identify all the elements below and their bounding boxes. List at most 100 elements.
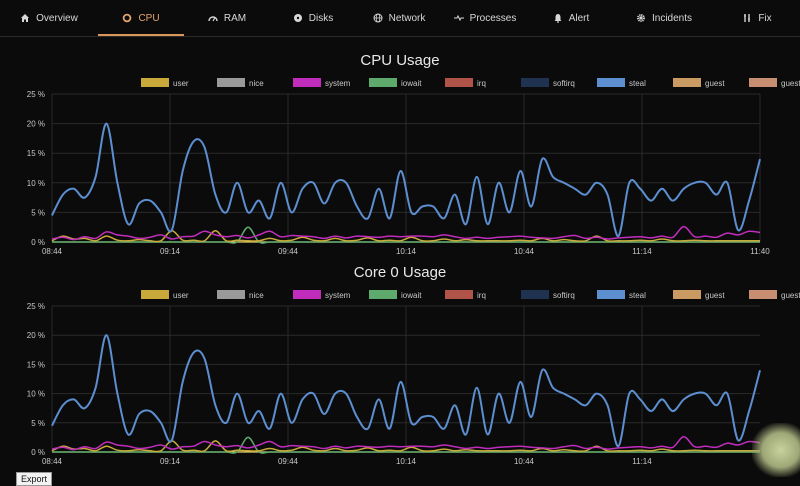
- core0-chart-legend-system: system: [293, 290, 351, 300]
- cpu-chart-legend-label-irq: irq: [477, 79, 486, 88]
- core0-chart-legend-steal: steal: [597, 290, 646, 300]
- cpu-chart-legend-swatch-guestnice: [749, 78, 777, 87]
- cpu-chart-y-tick-0: 0 %: [31, 238, 45, 247]
- cpu-chart-legend-swatch-steal: [597, 78, 625, 87]
- cpu-usage-chart: CPU Usage user nice system iowait irq softirq s…: [0, 44, 800, 262]
- cpu-chart-series-steal: [51, 122, 761, 238]
- core0-chart-x-tick-0: 08:44: [42, 457, 63, 466]
- cpu-chart-legend-label-guest: guest: [705, 79, 725, 88]
- core0-chart-legend-swatch-iowait: [369, 290, 397, 299]
- core0-chart-y-tick-3: 15 %: [27, 360, 45, 369]
- cpu-chart-x-tick-6: 11:40: [750, 247, 770, 256]
- tab-overview[interactable]: Overview: [0, 0, 98, 36]
- tools-icon: [742, 13, 752, 23]
- core0-chart-legend-label-softirq: softirq: [553, 291, 575, 300]
- tab-fix-label: Fix: [758, 12, 772, 24]
- core0-chart-y-tick-2: 10 %: [27, 390, 45, 399]
- cpu-chart-x-tick-1: 09:14: [160, 247, 181, 256]
- core0-chart-legend-label-system: system: [325, 291, 351, 300]
- core0-chart-legend-swatch-irq: [445, 290, 473, 299]
- cpu-chart-x-tick-0: 08:44: [42, 247, 63, 256]
- core0-chart-x-tick-2: 09:44: [278, 457, 299, 466]
- cpu-chart-legend-label-system: system: [325, 79, 351, 88]
- core0-chart-legend-label-irq: irq: [477, 291, 486, 300]
- tab-overview-label: Overview: [36, 12, 78, 24]
- cpu-chart-legend-swatch-system: [293, 78, 321, 87]
- core0-chart-legend-label-steal: steal: [629, 291, 646, 300]
- tab-fix[interactable]: Fix: [714, 0, 800, 36]
- core0-chart-x-tick-1: 09:14: [160, 457, 181, 466]
- core0-chart-series-system: [51, 436, 761, 451]
- core0-chart-legend-swatch-guest: [673, 290, 701, 299]
- core0-chart-legend-label-guestnice: guestnice: [781, 291, 800, 300]
- cpu-chart-legend-label-steal: steal: [629, 79, 646, 88]
- tab-disks[interactable]: Disks: [270, 0, 356, 36]
- core0-chart-y-tick-4: 20 %: [27, 331, 45, 340]
- core0-chart-legend-iowait: iowait: [369, 290, 422, 300]
- cpu-chart-y-tick-2: 10 %: [27, 179, 45, 188]
- cpu-chart-x-tick-5: 11:14: [632, 247, 652, 256]
- cpu-chart-legend-swatch-irq: [445, 78, 473, 87]
- core0-chart-legend-label-iowait: iowait: [401, 291, 422, 300]
- cpu-chart-title: CPU Usage: [360, 52, 439, 69]
- cpu-chart-legend-softirq: softirq: [521, 78, 575, 88]
- core0-chart-legend-softirq: softirq: [521, 290, 575, 300]
- core0-chart-legend-swatch-user: [141, 290, 169, 299]
- tab-alert[interactable]: Alert: [528, 0, 614, 36]
- cpu-chart-y-tick-1: 5 %: [31, 208, 45, 217]
- blurred-overlay: [752, 423, 800, 477]
- tab-ram[interactable]: RAM: [184, 0, 270, 36]
- core0-chart-legend-swatch-guestnice: [749, 290, 777, 299]
- cpu-chart-x-tick-3: 10:14: [396, 247, 417, 256]
- tab-cpu[interactable]: CPU: [98, 0, 184, 36]
- cpu-chart-legend-guestnice: guestnice: [749, 78, 800, 88]
- export-button[interactable]: Export: [16, 472, 52, 486]
- tab-network[interactable]: Network: [356, 0, 442, 36]
- cpu-chart-legend-swatch-user: [141, 78, 169, 87]
- cpu-chart-legend-swatch-softirq: [521, 78, 549, 87]
- core0-chart-series-iowait: [52, 436, 760, 454]
- cpu-chart-legend-steal: steal: [597, 78, 646, 88]
- cpu-chart-legend-label-nice: nice: [249, 79, 264, 88]
- gear-icon: [636, 13, 646, 23]
- core0-chart-y-tick-0: 0 %: [31, 448, 45, 457]
- core0-chart-title: Core 0 Usage: [354, 264, 447, 281]
- core0-chart-x-tick-4: 10:44: [514, 457, 535, 466]
- cpu-chart-legend-nice: nice: [217, 78, 264, 88]
- cpu-chart-legend-label-guestnice: guestnice: [781, 79, 800, 88]
- cpu-chart-legend-system: system: [293, 78, 351, 88]
- pulse-icon: [453, 13, 464, 23]
- tab-processes-label: Processes: [469, 12, 517, 24]
- core0-chart-y-tick-1: 5 %: [31, 419, 45, 428]
- bell-icon: [553, 13, 563, 23]
- core0-chart-legend-swatch-nice: [217, 290, 245, 299]
- cpu-chart-legend-user: user: [141, 78, 189, 88]
- core0-chart-legend-user: user: [141, 290, 189, 300]
- cpu-chart-y-tick-4: 20 %: [27, 120, 45, 129]
- cpu-chart-legend-iowait: iowait: [369, 78, 422, 88]
- core0-usage-chart-svg: Core 0 Usage user nice system iowait irq softi…: [27, 264, 800, 466]
- cpu-chart-legend-swatch-guest: [673, 78, 701, 87]
- tab-incidents[interactable]: Incidents: [614, 0, 714, 36]
- core0-chart-legend-label-user: user: [173, 291, 189, 300]
- tab-incidents-label: Incidents: [651, 12, 693, 24]
- core0-chart-legend-swatch-steal: [597, 290, 625, 299]
- core0-chart-y-tick-5: 25 %: [27, 302, 45, 311]
- cpu-chart-x-tick-2: 09:44: [278, 247, 299, 256]
- tab-ram-label: RAM: [223, 12, 247, 24]
- cpu-usage-chart-svg: CPU Usage user nice system iowait irq softirq s…: [27, 52, 800, 256]
- cpu-circle-icon: [122, 13, 132, 23]
- gauge-icon: [208, 13, 218, 23]
- tab-alert-label: Alert: [568, 12, 590, 24]
- tab-cpu-label: CPU: [138, 12, 160, 24]
- tab-processes[interactable]: Processes: [442, 0, 528, 36]
- cpu-chart-legend-swatch-iowait: [369, 78, 397, 87]
- core0-usage-chart: Core 0 Usage user nice system iowait irq softi…: [0, 256, 800, 472]
- cpu-chart-legend-irq: irq: [445, 78, 486, 88]
- cpu-chart-y-tick-3: 15 %: [27, 149, 45, 158]
- cpu-chart-legend-label-iowait: iowait: [401, 79, 422, 88]
- cpu-chart-y-tick-5: 25 %: [27, 90, 45, 99]
- core0-chart-x-tick-5: 11:14: [632, 457, 652, 466]
- globe-icon: [373, 13, 383, 23]
- cpu-chart-series-system: [51, 225, 761, 241]
